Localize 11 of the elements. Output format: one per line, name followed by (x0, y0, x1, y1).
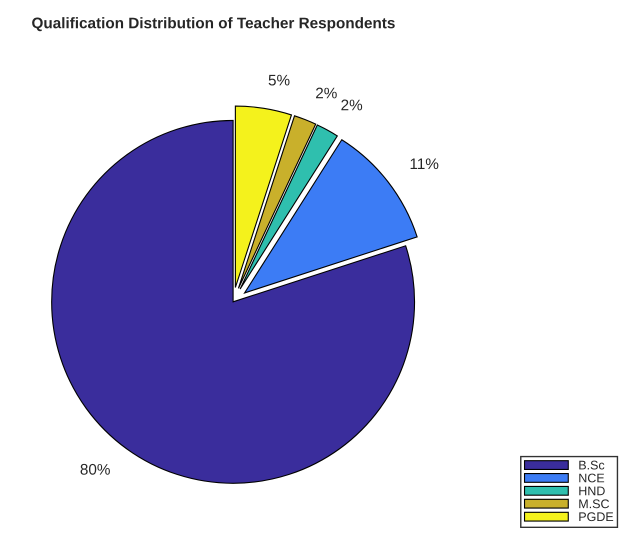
data-label: 5% (268, 74, 290, 86)
legend-label: B.Sc (579, 460, 604, 470)
legend-label: NCE (579, 474, 604, 482)
data-label: 2% (341, 100, 362, 110)
data-label: 11% (410, 158, 438, 170)
legend-label: M.SC (579, 499, 610, 508)
legend-label: PGDE (579, 512, 614, 522)
legend-label: HND (579, 486, 605, 496)
chart-title: Qualification Distribution of Teacher Respondents (32, 17, 395, 32)
data-label: 80% (80, 464, 110, 475)
data-label: 2% (316, 88, 337, 98)
